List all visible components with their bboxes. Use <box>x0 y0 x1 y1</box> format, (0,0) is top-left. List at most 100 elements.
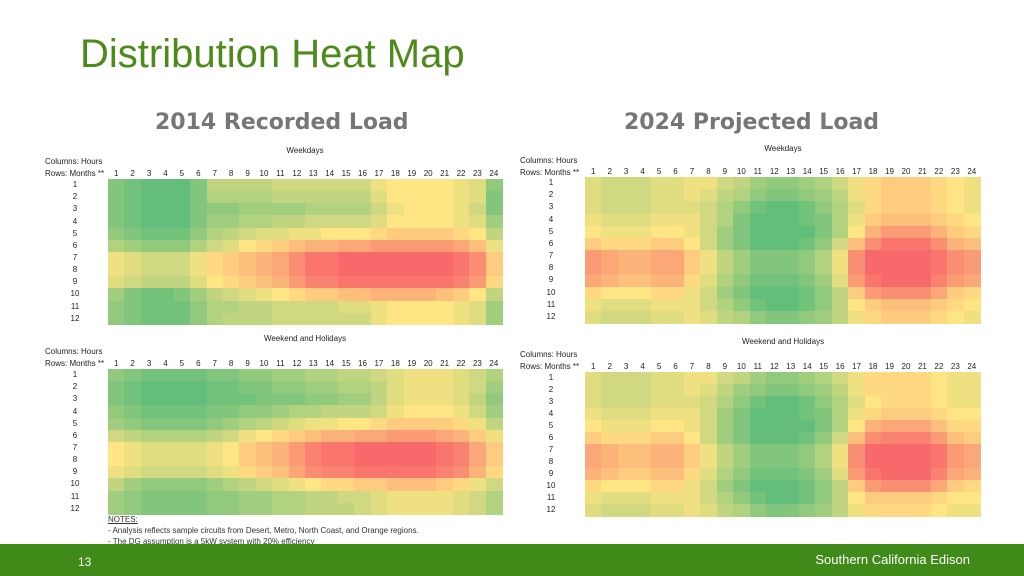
heatmap-cell <box>387 490 405 504</box>
heatmap-cell <box>124 312 142 326</box>
heatmap-cell <box>733 225 751 239</box>
heatmap-cell <box>667 262 685 275</box>
heatmap-cell <box>108 441 126 455</box>
heatmap-cell <box>864 420 882 433</box>
heatmap-cell <box>683 432 701 445</box>
heatmap-cell <box>255 203 273 217</box>
heatmap-cell <box>436 441 454 455</box>
heatmap-cell <box>452 466 470 479</box>
heatmap-cell <box>766 177 784 190</box>
heatmap-cell <box>914 408 932 421</box>
heatmap-cell <box>585 189 603 202</box>
heatmap-cell <box>930 225 948 239</box>
column-header: 15 <box>341 359 351 368</box>
heatmap-cell <box>255 417 273 431</box>
heatmap-cell <box>848 504 866 517</box>
heatmap-cell <box>864 213 882 227</box>
heatmap-cell <box>617 189 635 202</box>
heatmap-cell <box>337 191 355 204</box>
heatmap-cell <box>321 393 339 407</box>
column-header: 9 <box>245 359 250 368</box>
column-header: 2 <box>130 359 135 368</box>
heatmap-cell <box>947 408 965 421</box>
heatmap-cell <box>190 264 208 277</box>
heatmap-cell <box>288 191 306 204</box>
heatmap-cell <box>370 288 388 302</box>
heatmap-cell <box>305 369 323 382</box>
heatmap-cell <box>436 179 454 192</box>
row-header: 11 <box>70 491 80 501</box>
heatmap-cell <box>272 300 290 314</box>
heatmap-cell <box>469 429 487 443</box>
heatmap-cell <box>157 276 175 289</box>
heatmap-cell <box>963 177 981 190</box>
heatmap-cell <box>848 286 866 300</box>
heatmap-cell <box>815 298 833 312</box>
heatmap-cell <box>157 405 175 419</box>
heatmap-cell <box>601 372 619 385</box>
heatmap-cell <box>272 369 290 382</box>
heatmap-cell <box>683 396 701 409</box>
heatmap-cell <box>831 468 849 481</box>
heatmap-cell <box>403 276 421 289</box>
heatmap-cell <box>370 441 388 455</box>
heatmap-cell <box>222 191 240 204</box>
heatmap-cell <box>436 429 454 443</box>
heatmap-cell <box>108 288 126 302</box>
heatmap-cell <box>173 215 191 229</box>
heatmap-cell <box>206 312 224 326</box>
column-header: 12 <box>769 167 779 176</box>
heatmap-cell <box>173 393 191 407</box>
heatmap-cell <box>354 239 372 253</box>
heatmap-cell <box>108 490 126 504</box>
heatmap-cell <box>782 262 800 275</box>
heatmap-cell <box>766 444 784 457</box>
heatmap-cell <box>864 444 882 457</box>
heatmap-cell <box>947 225 965 239</box>
heatmap-cell <box>749 492 767 505</box>
heatmap-cell <box>370 179 388 192</box>
heatmap-cell <box>716 444 734 457</box>
heatmap-cell <box>815 444 833 457</box>
heatmap-cell <box>864 468 882 481</box>
heatmap-cell <box>419 381 437 394</box>
heatmap-cell <box>370 239 388 253</box>
heatmap-cell <box>370 300 388 314</box>
column-header: 8 <box>228 169 234 178</box>
heatmap-cell <box>239 264 257 277</box>
heatmap-cell <box>173 417 191 431</box>
heatmap-cell <box>634 225 652 239</box>
heatmap-cell <box>864 492 882 505</box>
heatmap-cell <box>403 369 421 382</box>
heatmap-cell <box>683 504 701 517</box>
heatmap-cell <box>419 300 437 314</box>
heatmap-cell <box>272 191 290 204</box>
heatmap-cell <box>419 478 437 492</box>
heatmap-cell <box>222 393 240 407</box>
heatmap-cell <box>305 405 323 419</box>
heatmap-cell <box>716 225 734 239</box>
heatmap-cell <box>419 417 437 431</box>
heatmap-cell <box>272 405 290 419</box>
heatmap-cell <box>733 504 751 517</box>
heatmap-cell <box>683 225 701 239</box>
heatmap-cell <box>782 444 800 457</box>
heatmap-cell <box>930 492 948 505</box>
heatmap-cell <box>140 490 158 504</box>
heatmap-cell <box>140 264 158 277</box>
heatmap-cell <box>206 417 224 431</box>
heatmap-cell <box>387 441 405 455</box>
heatmap-cell <box>485 405 503 419</box>
heatmap-cell <box>255 288 273 302</box>
heatmap-cell <box>650 480 668 493</box>
column-header: 15 <box>341 169 351 178</box>
column-header: 11 <box>753 362 762 371</box>
heatmap-cell <box>452 490 470 504</box>
heatmap-cell <box>815 177 833 190</box>
heatmap-cell <box>749 504 767 517</box>
heatmap-cell <box>798 189 817 202</box>
column-header: 15 <box>819 167 829 176</box>
heatmap-cell <box>206 288 224 302</box>
row-header: 2 <box>548 190 554 200</box>
heatmap-cell <box>469 417 487 431</box>
